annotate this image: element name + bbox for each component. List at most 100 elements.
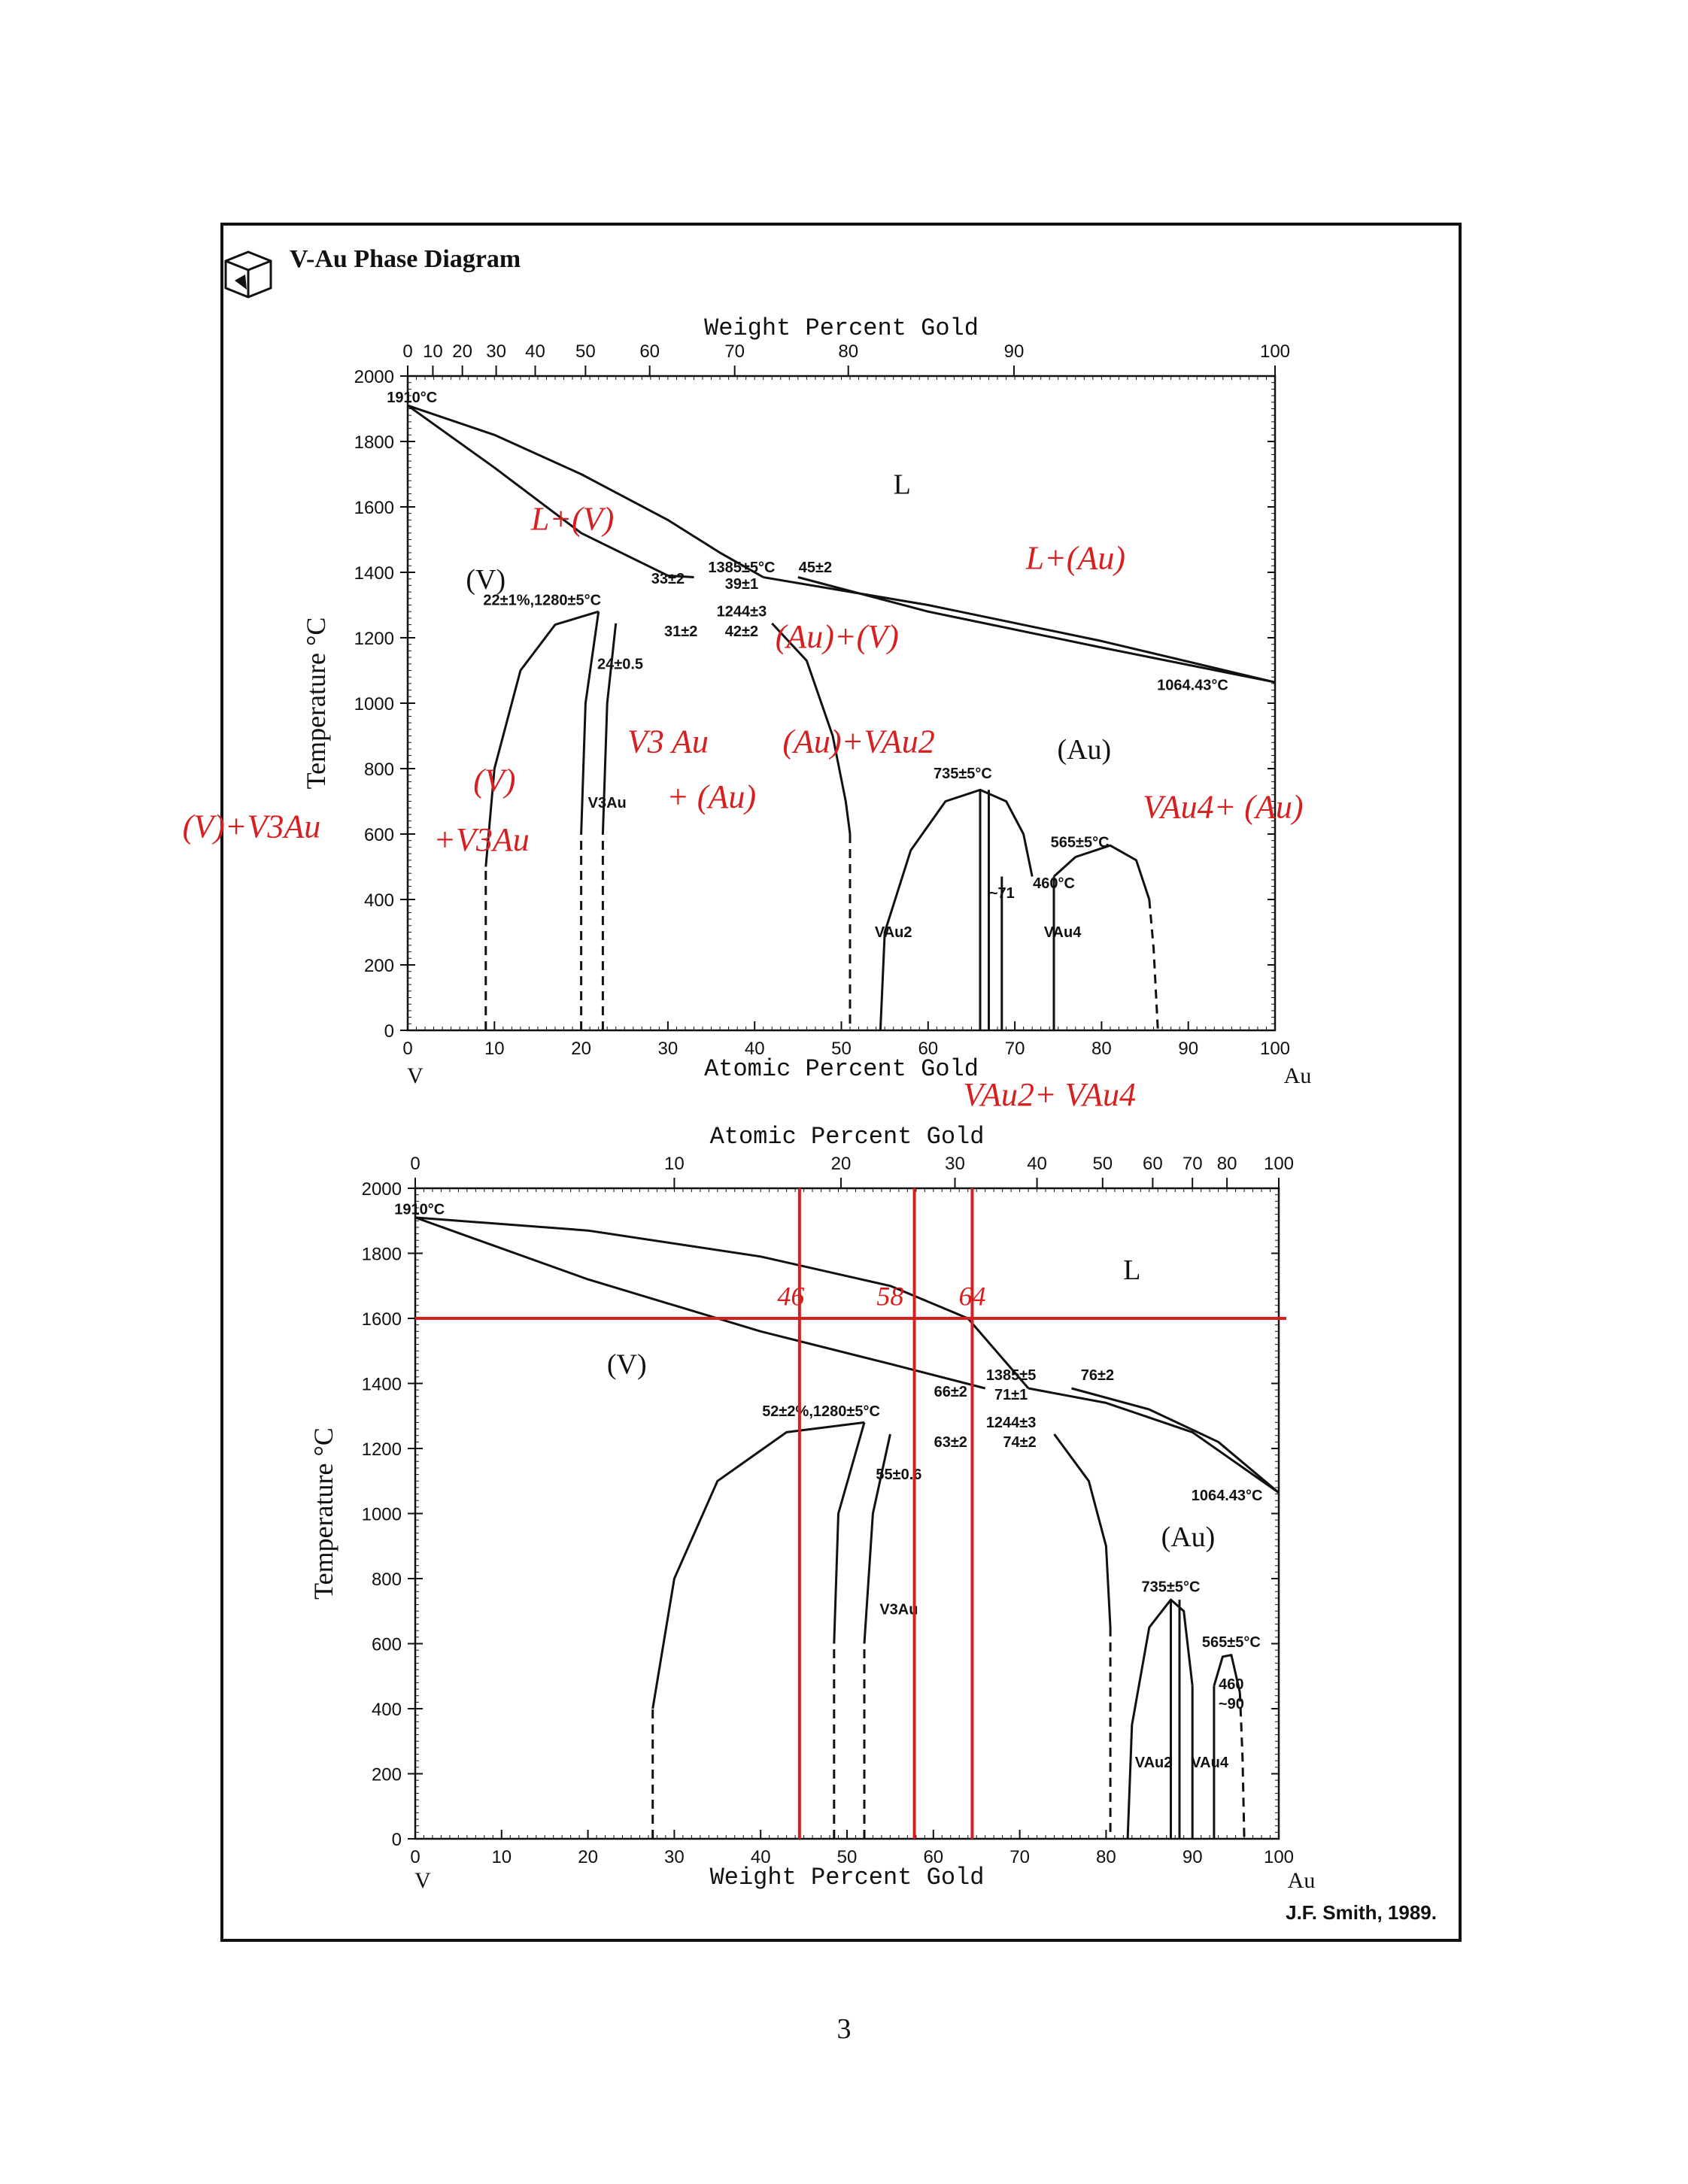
x-tick-label: 70 <box>1009 1847 1030 1867</box>
x2-tick-label: 50 <box>1092 1154 1113 1174</box>
y-axis-label: Temperature °C <box>301 617 331 790</box>
x2-tick-label: 100 <box>1260 341 1290 362</box>
handwritten-note: + (Au) <box>666 778 756 815</box>
end-label-au: Au <box>1288 1868 1316 1893</box>
phase-boundary-solidus-right <box>797 576 1276 684</box>
handwritten-note: (Au)+(V) <box>776 618 899 655</box>
x-tick-label: 60 <box>918 1039 938 1059</box>
y-tick-label: 2000 <box>354 367 394 387</box>
diagram-annotation: 1064.43°C <box>1157 678 1228 694</box>
handwritten-note: L+(V) <box>530 500 614 537</box>
diagram-annotation: 735±5°C <box>1142 1579 1201 1595</box>
diagram-annotation: 63±2 <box>934 1434 967 1451</box>
plot-area <box>414 1187 1280 1840</box>
x-tick-label: 0 <box>402 1039 412 1059</box>
phase-boundary-liquidus-right <box>763 576 1276 684</box>
diagram-annotation: VAu2 <box>1135 1755 1173 1771</box>
y-tick-label: 400 <box>372 1700 402 1720</box>
phase-boundary-solidus-lower <box>414 1216 986 1390</box>
diagram-annotation: (Au) <box>1161 1521 1216 1553</box>
y-tick-label: 200 <box>372 1765 402 1785</box>
y-tick-label: 600 <box>372 1635 402 1655</box>
phase-boundary-liquidus-upper <box>414 1216 1030 1389</box>
x-tick-label: 80 <box>1096 1847 1116 1867</box>
handwritten-note: L+(Au) <box>1025 540 1125 577</box>
y-tick-label: 1400 <box>354 563 394 584</box>
phase-boundary-au-dome-right-dashed <box>1148 899 1159 1031</box>
x-tick-label: 60 <box>923 1847 943 1867</box>
x-tick-label: 70 <box>1005 1039 1025 1059</box>
phase-boundary-au-dome-right <box>1052 844 1151 900</box>
diagram-annotation: 1244±3 <box>986 1415 1037 1431</box>
y-tick-label: 0 <box>392 1830 402 1850</box>
diagram-annotation: 55±0.6 <box>876 1467 921 1483</box>
x2-tick-label: 30 <box>945 1154 965 1174</box>
end-label-v: V <box>407 1063 424 1088</box>
x-tick-label: 40 <box>745 1039 765 1059</box>
diagram-annotation: VAu4 <box>1191 1755 1229 1771</box>
y-tick-label: 1400 <box>362 1375 402 1395</box>
diagram-annotation: 66±2 <box>934 1384 967 1400</box>
x2-tick-label: 100 <box>1264 1154 1294 1174</box>
diagram-annotation: 565±5°C <box>1202 1634 1261 1651</box>
diagram-annotation: 460 <box>1219 1676 1243 1693</box>
diagram-annotation: 1910°C <box>394 1202 445 1218</box>
diagram-annotation: (V) <box>466 564 505 596</box>
x2-tick-label: 50 <box>575 341 596 362</box>
handwritten-note: VAu2+ VAu4 <box>963 1076 1136 1113</box>
diagram-annotation: 735±5°C <box>934 766 992 782</box>
x-tick-label: 10 <box>484 1039 505 1059</box>
x2-tick-label: 60 <box>1143 1154 1163 1174</box>
diagram-annotation: 33±2 <box>651 571 685 587</box>
diagram-annotation: 74±2 <box>1003 1434 1036 1451</box>
diagram-annotation: 1910°C <box>387 390 437 406</box>
diagram-annotation: 52±2%,1280±5°C <box>762 1403 880 1420</box>
handwritten-note: +V3Au <box>433 821 529 858</box>
x2-tick-label: 90 <box>1004 341 1025 362</box>
credit-text: J.F. Smith, 1989. <box>1286 1901 1437 1924</box>
plot-area <box>406 375 1277 1032</box>
phase-boundary-au-dome-right-dashed <box>1238 1692 1246 1840</box>
y-tick-label: 800 <box>364 760 394 780</box>
phase-boundary-v-solvus <box>651 1421 865 1709</box>
diagram-annotation: 39±1 <box>725 576 758 593</box>
handwritten-note: (V)+V3Au <box>183 808 321 845</box>
diagram-annotation: 42±2 <box>725 623 758 640</box>
y-tick-label: 400 <box>364 890 394 911</box>
diagram-annotation: 31±2 <box>664 623 697 640</box>
phase-boundary-au-solvus <box>771 622 852 835</box>
x2-axis-label: Weight Percent Gold <box>704 314 979 342</box>
asm-cube-icon <box>224 250 272 299</box>
x-tick-label: 20 <box>571 1039 591 1059</box>
handwritten-note: V3 Au <box>627 723 709 760</box>
x2-tick-label: 80 <box>1217 1154 1237 1174</box>
x-tick-label: 30 <box>658 1039 679 1059</box>
x-tick-label: 90 <box>1178 1039 1198 1059</box>
page-number: 3 <box>837 2013 852 2045</box>
x2-tick-label: 0 <box>402 341 412 362</box>
x2-tick-label: 40 <box>525 341 545 362</box>
y-tick-label: 1800 <box>362 1245 402 1265</box>
y-tick-label: 0 <box>384 1021 394 1042</box>
x2-tick-label: 10 <box>664 1154 685 1174</box>
y-tick-label: 1600 <box>354 498 394 518</box>
x-axis-label: Atomic Percent Gold <box>704 1055 979 1083</box>
x-tick-label: 50 <box>837 1847 858 1867</box>
x2-tick-label: 80 <box>838 341 858 362</box>
diagram-annotation: VAu2 <box>875 924 912 941</box>
handwritten-note: 46 <box>777 1282 804 1312</box>
x-tick-label: 80 <box>1091 1039 1112 1059</box>
end-label-v: V <box>414 1868 431 1893</box>
y-tick-label: 1200 <box>362 1439 402 1460</box>
diagram-annotation: V3Au <box>588 795 627 811</box>
figure-frame <box>220 223 1462 1942</box>
handwritten-note: VAu4+ (Au) <box>1143 788 1303 825</box>
diagram-annotation: 1385±5°C <box>708 560 775 576</box>
diagram-annotation: ~71 <box>989 885 1015 902</box>
x2-tick-label: 30 <box>486 341 506 362</box>
y-tick-label: 1800 <box>354 432 394 453</box>
y-tick-label: 1000 <box>354 694 394 714</box>
phase-boundary-v3au-right <box>601 623 618 835</box>
x2-tick-label: 60 <box>639 341 660 362</box>
x-tick-label: 20 <box>578 1847 598 1867</box>
